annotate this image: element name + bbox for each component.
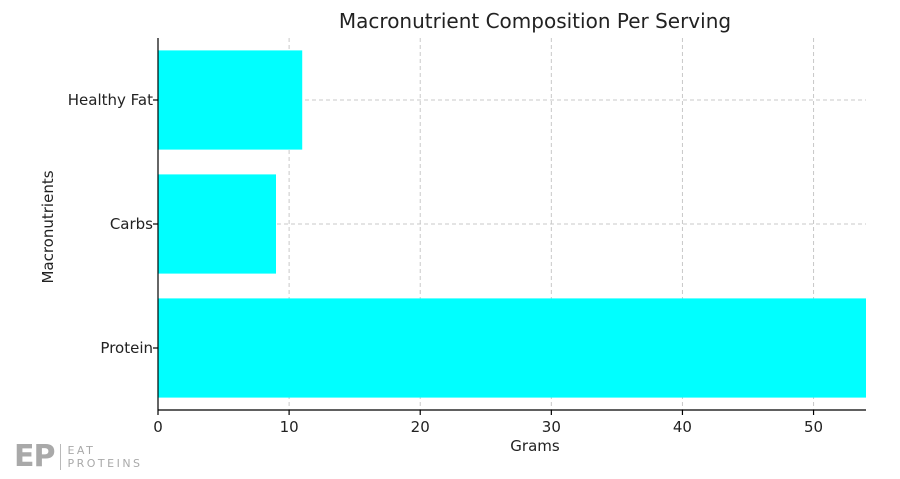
logo-line-2: PROTEINS (67, 457, 143, 470)
x-tick-label: 0 (153, 418, 163, 436)
bar-carbs (158, 174, 276, 274)
y-tick-label: Protein (100, 339, 153, 357)
y-tick-label: Carbs (110, 215, 153, 233)
chart-title: Macronutrient Composition Per Serving (339, 9, 731, 33)
x-axis-label: Grams (510, 437, 560, 455)
logo-wordmark: EAT PROTEINS (67, 444, 142, 470)
axes: 0 10 20 30 40 50 Protein Carbs Healthy Fat (68, 38, 866, 436)
x-tick-label: 20 (411, 418, 430, 436)
y-tick-label: Healthy Fat (68, 91, 153, 109)
logo-divider (60, 444, 62, 470)
bar-protein (158, 298, 866, 398)
x-tick-label: 30 (542, 418, 561, 436)
bars (158, 50, 866, 398)
y-axis-label: Macronutrients (39, 170, 57, 283)
x-tick-label: 10 (280, 418, 299, 436)
logo-mark: EP (14, 439, 55, 474)
x-tick-label: 50 (804, 418, 823, 436)
logo-line-1: EAT (67, 444, 96, 457)
bar-healthy-fat (158, 50, 303, 150)
brand-logo: EP EAT PROTEINS (14, 440, 143, 474)
x-tick-label: 40 (673, 418, 692, 436)
